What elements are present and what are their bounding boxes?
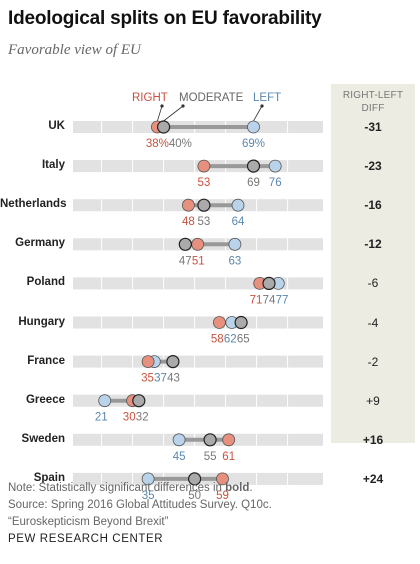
- moderate-dot: [203, 433, 217, 447]
- chart-subtitle: Favorable view of EU: [8, 42, 141, 58]
- left-value-label: 69%: [242, 138, 265, 150]
- right-dot: [181, 198, 195, 212]
- right-dot: [222, 433, 236, 447]
- left-value-label: 37: [154, 373, 167, 385]
- left-value-label: 35: [142, 490, 155, 502]
- moderate-value-label: 53: [198, 216, 211, 228]
- left-value-label: 77: [276, 294, 289, 306]
- moderate-dot: [262, 276, 276, 290]
- country-label: Hungary: [18, 315, 65, 328]
- right-value-label: 58: [211, 334, 224, 346]
- moderate-dot: [188, 472, 202, 486]
- left-value-label: 64: [232, 216, 245, 228]
- right-value-label: 61: [222, 451, 235, 463]
- moderate-value-label: 55: [204, 451, 217, 463]
- right-dot: [197, 159, 211, 173]
- moderate-dot: [178, 237, 192, 251]
- footer: Note: Statistically significant differen…: [8, 480, 272, 548]
- legend-moderate-label: MODERATE: [179, 92, 244, 104]
- right-dot: [141, 355, 155, 369]
- right-dot: [191, 237, 205, 251]
- footer-org: PEW RESEARCH CENTER: [8, 533, 164, 545]
- country-label: Germany: [15, 237, 65, 250]
- right-value-label: 48: [182, 216, 195, 228]
- row-track: [73, 355, 323, 368]
- diff-value: -23: [364, 159, 382, 174]
- right-value-label: 53: [198, 177, 211, 189]
- moderate-value-label: 40%: [169, 138, 192, 150]
- country-label: UK: [48, 120, 65, 132]
- legend-left-label: LEFT: [253, 92, 282, 104]
- left-dot: [268, 159, 282, 173]
- moderate-value-label: 47: [179, 255, 192, 267]
- diff-value: -16: [364, 198, 382, 213]
- footer-report: “Euroskepticism Beyond Brexit”: [8, 516, 169, 528]
- diff-value: -6: [367, 276, 379, 291]
- left-dot: [228, 237, 242, 251]
- diff-panel: [331, 84, 415, 443]
- left-dot: [172, 433, 186, 447]
- diff-header: RIGHT-LEFT DIFF: [331, 89, 415, 115]
- right-value-label: 35: [141, 373, 154, 385]
- moderate-value-label: 65: [237, 334, 250, 346]
- diff-value: +9: [366, 393, 380, 408]
- moderate-value-label: 69: [247, 177, 260, 189]
- country-label: Greece: [25, 393, 65, 406]
- moderate-dot: [246, 159, 261, 173]
- right-value-label: 71: [250, 294, 263, 306]
- diff-value: +24: [362, 471, 384, 486]
- moderate-dot: [197, 198, 211, 212]
- diff-value: -12: [364, 237, 382, 252]
- country-label: Spain: [33, 471, 65, 484]
- diff-value: -2: [367, 354, 379, 369]
- moderate-dot: [132, 394, 146, 408]
- country-label: Poland: [26, 276, 65, 289]
- chart-title: Ideological splits on EU favorability: [8, 8, 322, 29]
- moderate-value-label: 32: [136, 412, 149, 424]
- moderate-value-label: 43: [167, 373, 180, 385]
- row-track: [73, 316, 323, 329]
- left-value-label: 45: [173, 451, 186, 463]
- legend-moderate-pointer-dot: [181, 104, 185, 108]
- country-label: Italy: [41, 159, 65, 172]
- left-dot: [98, 394, 112, 408]
- diff-header-line2: DIFF: [361, 103, 385, 114]
- diff-value: -31: [364, 120, 382, 134]
- legend-left-pointer-dot: [260, 104, 264, 108]
- country-label: Netherlands: [0, 198, 67, 211]
- diff-header-line1: RIGHT-LEFT: [342, 90, 404, 101]
- moderate-value-label: 74: [263, 294, 276, 306]
- legend-right-label: RIGHT: [132, 92, 168, 104]
- legend-left-pointer: [253, 105, 263, 122]
- diff-value: -4: [367, 315, 379, 330]
- legend-right-pointer-dot: [160, 104, 164, 108]
- left-value-label: 62: [224, 334, 237, 346]
- footer-note: Note: Statistically significant differen…: [8, 482, 253, 494]
- moderate-dot: [157, 120, 171, 134]
- left-value-label: 76: [269, 177, 282, 189]
- right-value-label: 38%: [146, 138, 169, 150]
- right-value-label: 30: [123, 412, 136, 424]
- left-value-label: 63: [229, 255, 242, 267]
- moderate-dot: [166, 355, 180, 369]
- country-label: France: [27, 354, 65, 367]
- row-track: [73, 277, 323, 290]
- left-dot: [231, 198, 245, 212]
- country-label: Sweden: [21, 432, 65, 445]
- moderate-dot: [234, 315, 248, 330]
- legend-moderate-pointer: [163, 105, 184, 122]
- right-dot: [216, 472, 229, 486]
- diff-value: +16: [362, 432, 384, 447]
- legend-right-pointer: [157, 105, 163, 122]
- left-dot: [141, 472, 155, 486]
- right-value-label: 59: [216, 490, 229, 502]
- left-value-label: 21: [95, 412, 108, 424]
- left-dot: [247, 120, 260, 134]
- moderate-value-label: 50: [188, 490, 201, 502]
- right-dot: [212, 316, 226, 329]
- right-value-label: 51: [192, 255, 205, 267]
- footer-source: Source: Spring 2016 Global Attitudes Sur…: [8, 499, 272, 511]
- footer-note-bold: bold: [225, 482, 250, 494]
